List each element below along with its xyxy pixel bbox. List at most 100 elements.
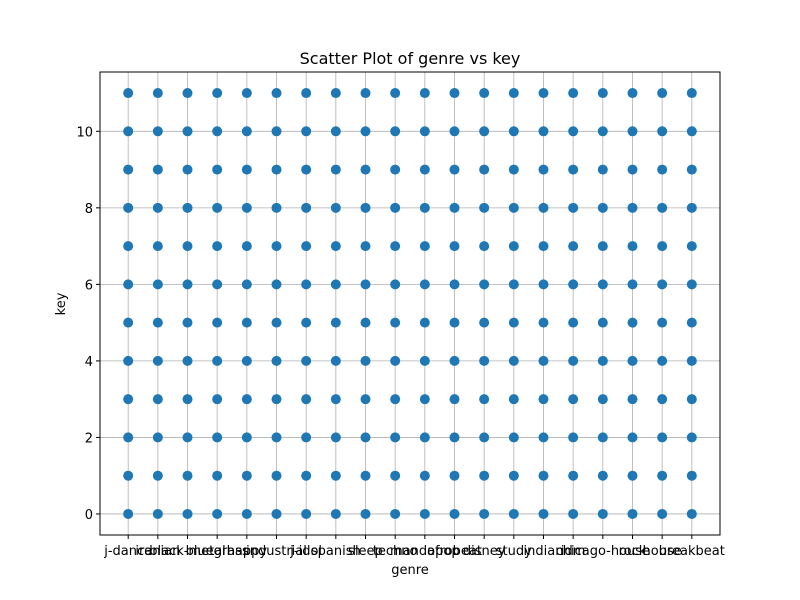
point xyxy=(419,317,430,328)
point xyxy=(152,202,163,213)
point xyxy=(212,317,223,328)
point xyxy=(479,164,490,175)
point xyxy=(419,202,430,213)
point xyxy=(152,241,163,252)
point xyxy=(182,432,193,443)
point xyxy=(627,241,638,252)
point xyxy=(508,241,519,252)
point xyxy=(360,279,371,290)
point xyxy=(390,126,401,137)
point xyxy=(597,432,608,443)
point xyxy=(597,317,608,328)
point xyxy=(597,241,608,252)
point xyxy=(538,470,549,481)
point xyxy=(182,279,193,290)
point xyxy=(686,317,697,328)
point xyxy=(330,317,341,328)
point xyxy=(479,317,490,328)
point xyxy=(627,355,638,366)
point xyxy=(686,279,697,290)
point xyxy=(449,241,460,252)
point xyxy=(123,241,134,252)
point xyxy=(390,88,401,99)
point xyxy=(508,432,519,443)
point xyxy=(449,88,460,99)
point xyxy=(152,508,163,519)
point xyxy=(508,126,519,137)
point xyxy=(152,88,163,99)
point xyxy=(479,241,490,252)
point xyxy=(508,279,519,290)
point xyxy=(538,317,549,328)
point xyxy=(597,470,608,481)
point xyxy=(508,317,519,328)
point xyxy=(123,126,134,137)
point xyxy=(627,470,638,481)
point xyxy=(330,432,341,443)
point xyxy=(686,126,697,137)
point xyxy=(449,394,460,405)
point xyxy=(449,164,460,175)
point xyxy=(123,317,134,328)
x-tick-label: idm xyxy=(561,544,586,559)
point xyxy=(568,241,579,252)
point xyxy=(182,164,193,175)
x-tick-label: j-dance xyxy=(103,544,152,559)
point xyxy=(123,88,134,99)
point xyxy=(330,126,341,137)
point xyxy=(212,470,223,481)
x-tick-label: study xyxy=(496,544,532,559)
x-tick-label: industrial xyxy=(246,544,307,559)
point xyxy=(123,202,134,213)
x-tick-label: indian xyxy=(524,544,564,559)
point xyxy=(271,164,282,175)
point xyxy=(627,279,638,290)
point xyxy=(538,432,549,443)
point xyxy=(360,317,371,328)
point xyxy=(360,432,371,443)
point xyxy=(508,88,519,99)
point xyxy=(597,202,608,213)
point xyxy=(686,508,697,519)
point xyxy=(301,432,312,443)
x-tick-label: sleep xyxy=(348,544,383,559)
point xyxy=(330,88,341,99)
point xyxy=(182,355,193,366)
point xyxy=(686,432,697,443)
x-axis-label: genre xyxy=(391,563,429,578)
point xyxy=(123,355,134,366)
point xyxy=(657,279,668,290)
point xyxy=(390,241,401,252)
point xyxy=(538,355,549,366)
point xyxy=(152,317,163,328)
point xyxy=(301,202,312,213)
point xyxy=(419,279,430,290)
point xyxy=(390,508,401,519)
x-tick-label: disney xyxy=(463,544,506,559)
y-tick-label: 2 xyxy=(85,431,93,446)
point xyxy=(360,241,371,252)
chart-title: Scatter Plot of genre vs key xyxy=(300,49,521,68)
point xyxy=(241,88,252,99)
y-tick-label: 0 xyxy=(85,508,93,523)
point xyxy=(627,432,638,443)
point xyxy=(301,317,312,328)
point xyxy=(360,202,371,213)
point xyxy=(479,88,490,99)
point xyxy=(568,202,579,213)
point xyxy=(182,470,193,481)
y-axis-label: key xyxy=(54,292,69,315)
point xyxy=(508,355,519,366)
x-tick-label: black-metal xyxy=(149,544,226,559)
point xyxy=(212,394,223,405)
point xyxy=(301,470,312,481)
point xyxy=(271,317,282,328)
point xyxy=(182,317,193,328)
point xyxy=(301,279,312,290)
point xyxy=(419,470,430,481)
point xyxy=(508,164,519,175)
point xyxy=(538,202,549,213)
point xyxy=(212,355,223,366)
point xyxy=(123,470,134,481)
y-tick-label: 8 xyxy=(85,202,93,217)
